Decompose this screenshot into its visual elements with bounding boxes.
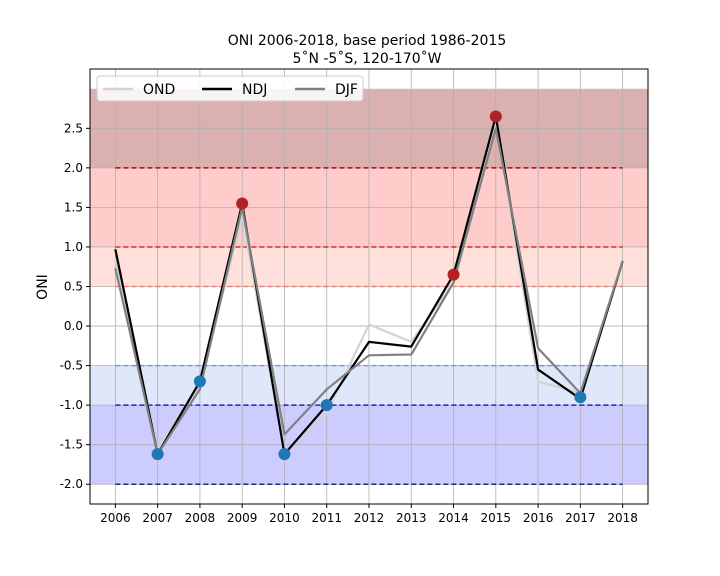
- x-tick-label-0: 2006: [100, 511, 131, 525]
- legend-label-ndj: NDJ: [242, 82, 267, 98]
- y-tick-label-2: -1.0: [60, 398, 83, 412]
- y-tick-label-8: 2.0: [64, 161, 83, 175]
- event-marker-5: [447, 268, 460, 281]
- y-axis-label: ONI: [35, 274, 51, 300]
- y-tick-label-3: -0.5: [60, 359, 83, 373]
- x-tick-label-12: 2018: [607, 511, 638, 525]
- event-marker-4: [320, 399, 333, 412]
- x-tick-label-9: 2015: [481, 511, 512, 525]
- y-tick-label-4: 0.0: [64, 319, 83, 333]
- y-tick-label-1: -1.5: [60, 438, 83, 452]
- legend-label-ond: OND: [143, 82, 175, 98]
- chart-title: ONI 2006-2018, base period 1986-2015: [228, 33, 506, 49]
- x-tick-label-10: 2016: [523, 511, 554, 525]
- x-tick-label-4: 2010: [269, 511, 300, 525]
- y-tick-label-0: -2.0: [60, 477, 83, 491]
- x-tick-label-5: 2011: [311, 511, 342, 525]
- x-axis-ticks: 2006 2007 2008 2009 2010 2011 2012 2013 2014 2015…: [100, 504, 638, 525]
- x-tick-label-3: 2009: [227, 511, 258, 525]
- series-line-djf: [114, 127, 624, 456]
- legend-label-djf: DJF: [335, 82, 358, 98]
- event-marker-1: [193, 375, 206, 388]
- x-tick-label-1: 2007: [142, 511, 173, 525]
- x-tick-label-11: 2017: [565, 511, 596, 525]
- threshold-lines: [115, 167, 623, 485]
- y-tick-label-6: 1.0: [64, 240, 83, 254]
- x-tick-label-7: 2013: [396, 511, 427, 525]
- chart-subtitle: 5˚N -5˚S, 120-170˚W: [293, 50, 442, 67]
- event-marker-0: [151, 448, 164, 461]
- y-axis-ticks: -2.0 -1.5 -1.0 -0.5 0.0 0.5 1.0 1.5 2.0 2.5: [60, 121, 90, 491]
- x-tick-label-6: 2012: [354, 511, 385, 525]
- x-tick-label-2: 2008: [185, 511, 216, 525]
- y-tick-label-7: 1.5: [64, 200, 83, 214]
- event-markers: [151, 110, 587, 461]
- y-tick-label-9: 2.5: [64, 121, 83, 135]
- event-marker-3: [278, 448, 291, 461]
- event-marker-2: [236, 197, 249, 210]
- legend: OND NDJ DJF: [96, 75, 364, 102]
- y-tick-label-5: 0.5: [64, 280, 83, 294]
- x-tick-label-8: 2014: [438, 511, 469, 525]
- event-marker-7: [574, 391, 587, 404]
- event-marker-6: [489, 110, 502, 123]
